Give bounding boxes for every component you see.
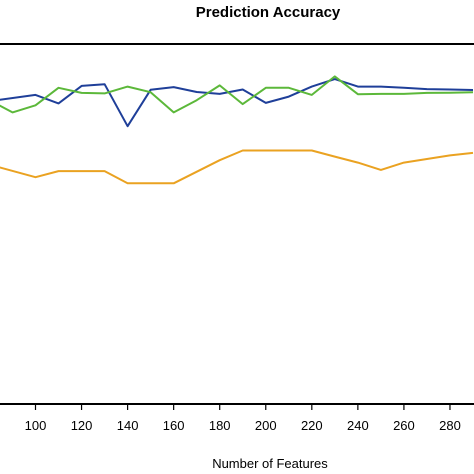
x-tick-label: 120 (71, 418, 93, 433)
x-tick-label: 240 (347, 418, 369, 433)
series-line-1 (0, 78, 474, 128)
x-tick-label: 140 (117, 418, 139, 433)
series-line-2 (0, 75, 474, 114)
chart-title: Prediction Accuracy (196, 4, 341, 21)
x-tick-label: 180 (209, 418, 231, 433)
series-layer (0, 75, 474, 185)
x-ticks: 100 120 140 160 180 200 220 240 260 280 (25, 404, 461, 433)
series-line-3 (0, 149, 474, 185)
x-tick-label: 100 (25, 418, 47, 433)
axes (0, 43, 474, 405)
x-axis-label: Number of Features (212, 456, 328, 471)
x-tick-label: 280 (439, 418, 461, 433)
x-tick-label: 160 (163, 418, 185, 433)
x-tick-label: 200 (255, 418, 277, 433)
x-tick-label: 220 (301, 418, 323, 433)
x-tick-label: 260 (393, 418, 415, 433)
